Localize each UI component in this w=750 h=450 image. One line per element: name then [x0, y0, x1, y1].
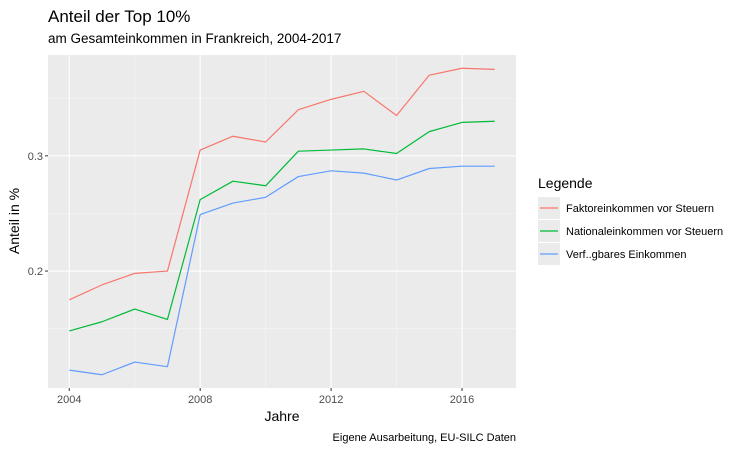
legend-label-3: Verf..gbares Einkommen: [566, 249, 686, 261]
chart-caption: Eigene Ausarbeitung, EU-SILC Daten: [333, 432, 516, 444]
minor-gridlines: [48, 55, 516, 388]
x-axis: 2004 2008 2012 2016: [57, 388, 474, 406]
chart-subtitle: am Gesamteinkommen in Frankreich, 2004-2…: [48, 31, 341, 46]
series-line-1: [69, 67, 495, 301]
x-tick-label: 2012: [319, 394, 343, 406]
y-axis-title: Anteil in %: [6, 188, 22, 254]
major-gridlines: [48, 55, 516, 388]
x-tick-label: 2016: [450, 394, 474, 406]
plot-panel: [48, 55, 516, 388]
legend-label-1: Faktoreinkommen vor Steuern: [566, 203, 714, 215]
chart-title: Anteil der Top 10%: [48, 7, 190, 26]
legend-label-2: Nationaleinkommen vor Steuern: [566, 226, 723, 238]
x-tick-label: 2004: [57, 394, 81, 406]
x-axis-title: Jahre: [264, 408, 299, 424]
series-line-2: [69, 120, 495, 332]
series-line-3: [69, 165, 495, 376]
legend: Faktoreinkommen vor Steuern Nationaleinko…: [538, 197, 723, 265]
series-lines: [69, 67, 495, 376]
y-tick-label: 0.2: [28, 266, 43, 278]
x-tick-label: 2008: [188, 394, 212, 406]
y-tick-label: 0.3: [28, 151, 43, 163]
y-axis: 0.2 0.3: [28, 151, 48, 278]
legend-title: Legende: [538, 175, 593, 191]
